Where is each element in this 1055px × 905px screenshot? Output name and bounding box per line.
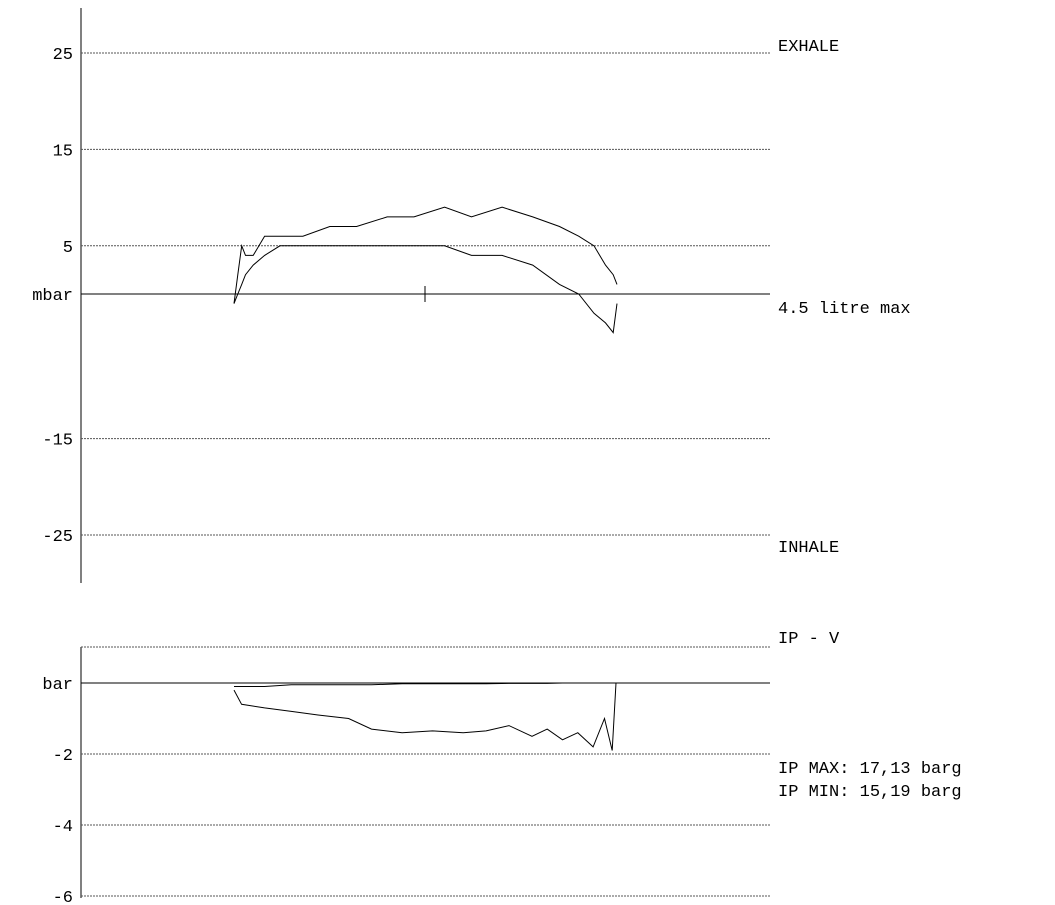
mbar-tick-label: 5: [63, 239, 73, 258]
mbar-traces: [233, 206, 618, 334]
bar-tick-label: -2: [53, 747, 73, 766]
bar-trace-1: [233, 682, 617, 751]
mbar-gridlines: 25 15 5 -15 -25: [42, 46, 770, 547]
bar-chart: bar IP - V IP MAX: 17,13 barg IP MIN: 15…: [42, 630, 961, 905]
mbar-tick-label: 15: [53, 142, 73, 161]
mbar-unit-label: mbar: [32, 287, 73, 306]
bar-unit-label: bar: [42, 676, 73, 695]
mbar-trace-2: [233, 245, 618, 334]
mbar-tick-label: -25: [42, 528, 73, 547]
ip-max-label: IP MAX: 17,13 barg: [778, 760, 962, 779]
bar-tick-label: -6: [53, 889, 73, 905]
mbar-chart: mbar EXHALE 4.5 litre max INHALE 25 15 5 -1…: [32, 8, 911, 583]
mbar-tick-label: -15: [42, 432, 73, 451]
bar-tick-label: -4: [53, 818, 73, 837]
ip-v-label: IP - V: [778, 630, 840, 649]
mbar-trace-1: [233, 206, 618, 304]
bar-gridlines: -2 -4 -6: [53, 747, 770, 905]
mbar-tick-label: 25: [53, 46, 73, 65]
bar-trace-2: [234, 682, 616, 687]
bar-traces: [233, 682, 617, 751]
exhale-label: EXHALE: [778, 38, 839, 57]
litre-max-label: 4.5 litre max: [778, 300, 911, 319]
ip-min-label: IP MIN: 15,19 barg: [778, 783, 962, 802]
inhale-label: INHALE: [778, 539, 839, 558]
